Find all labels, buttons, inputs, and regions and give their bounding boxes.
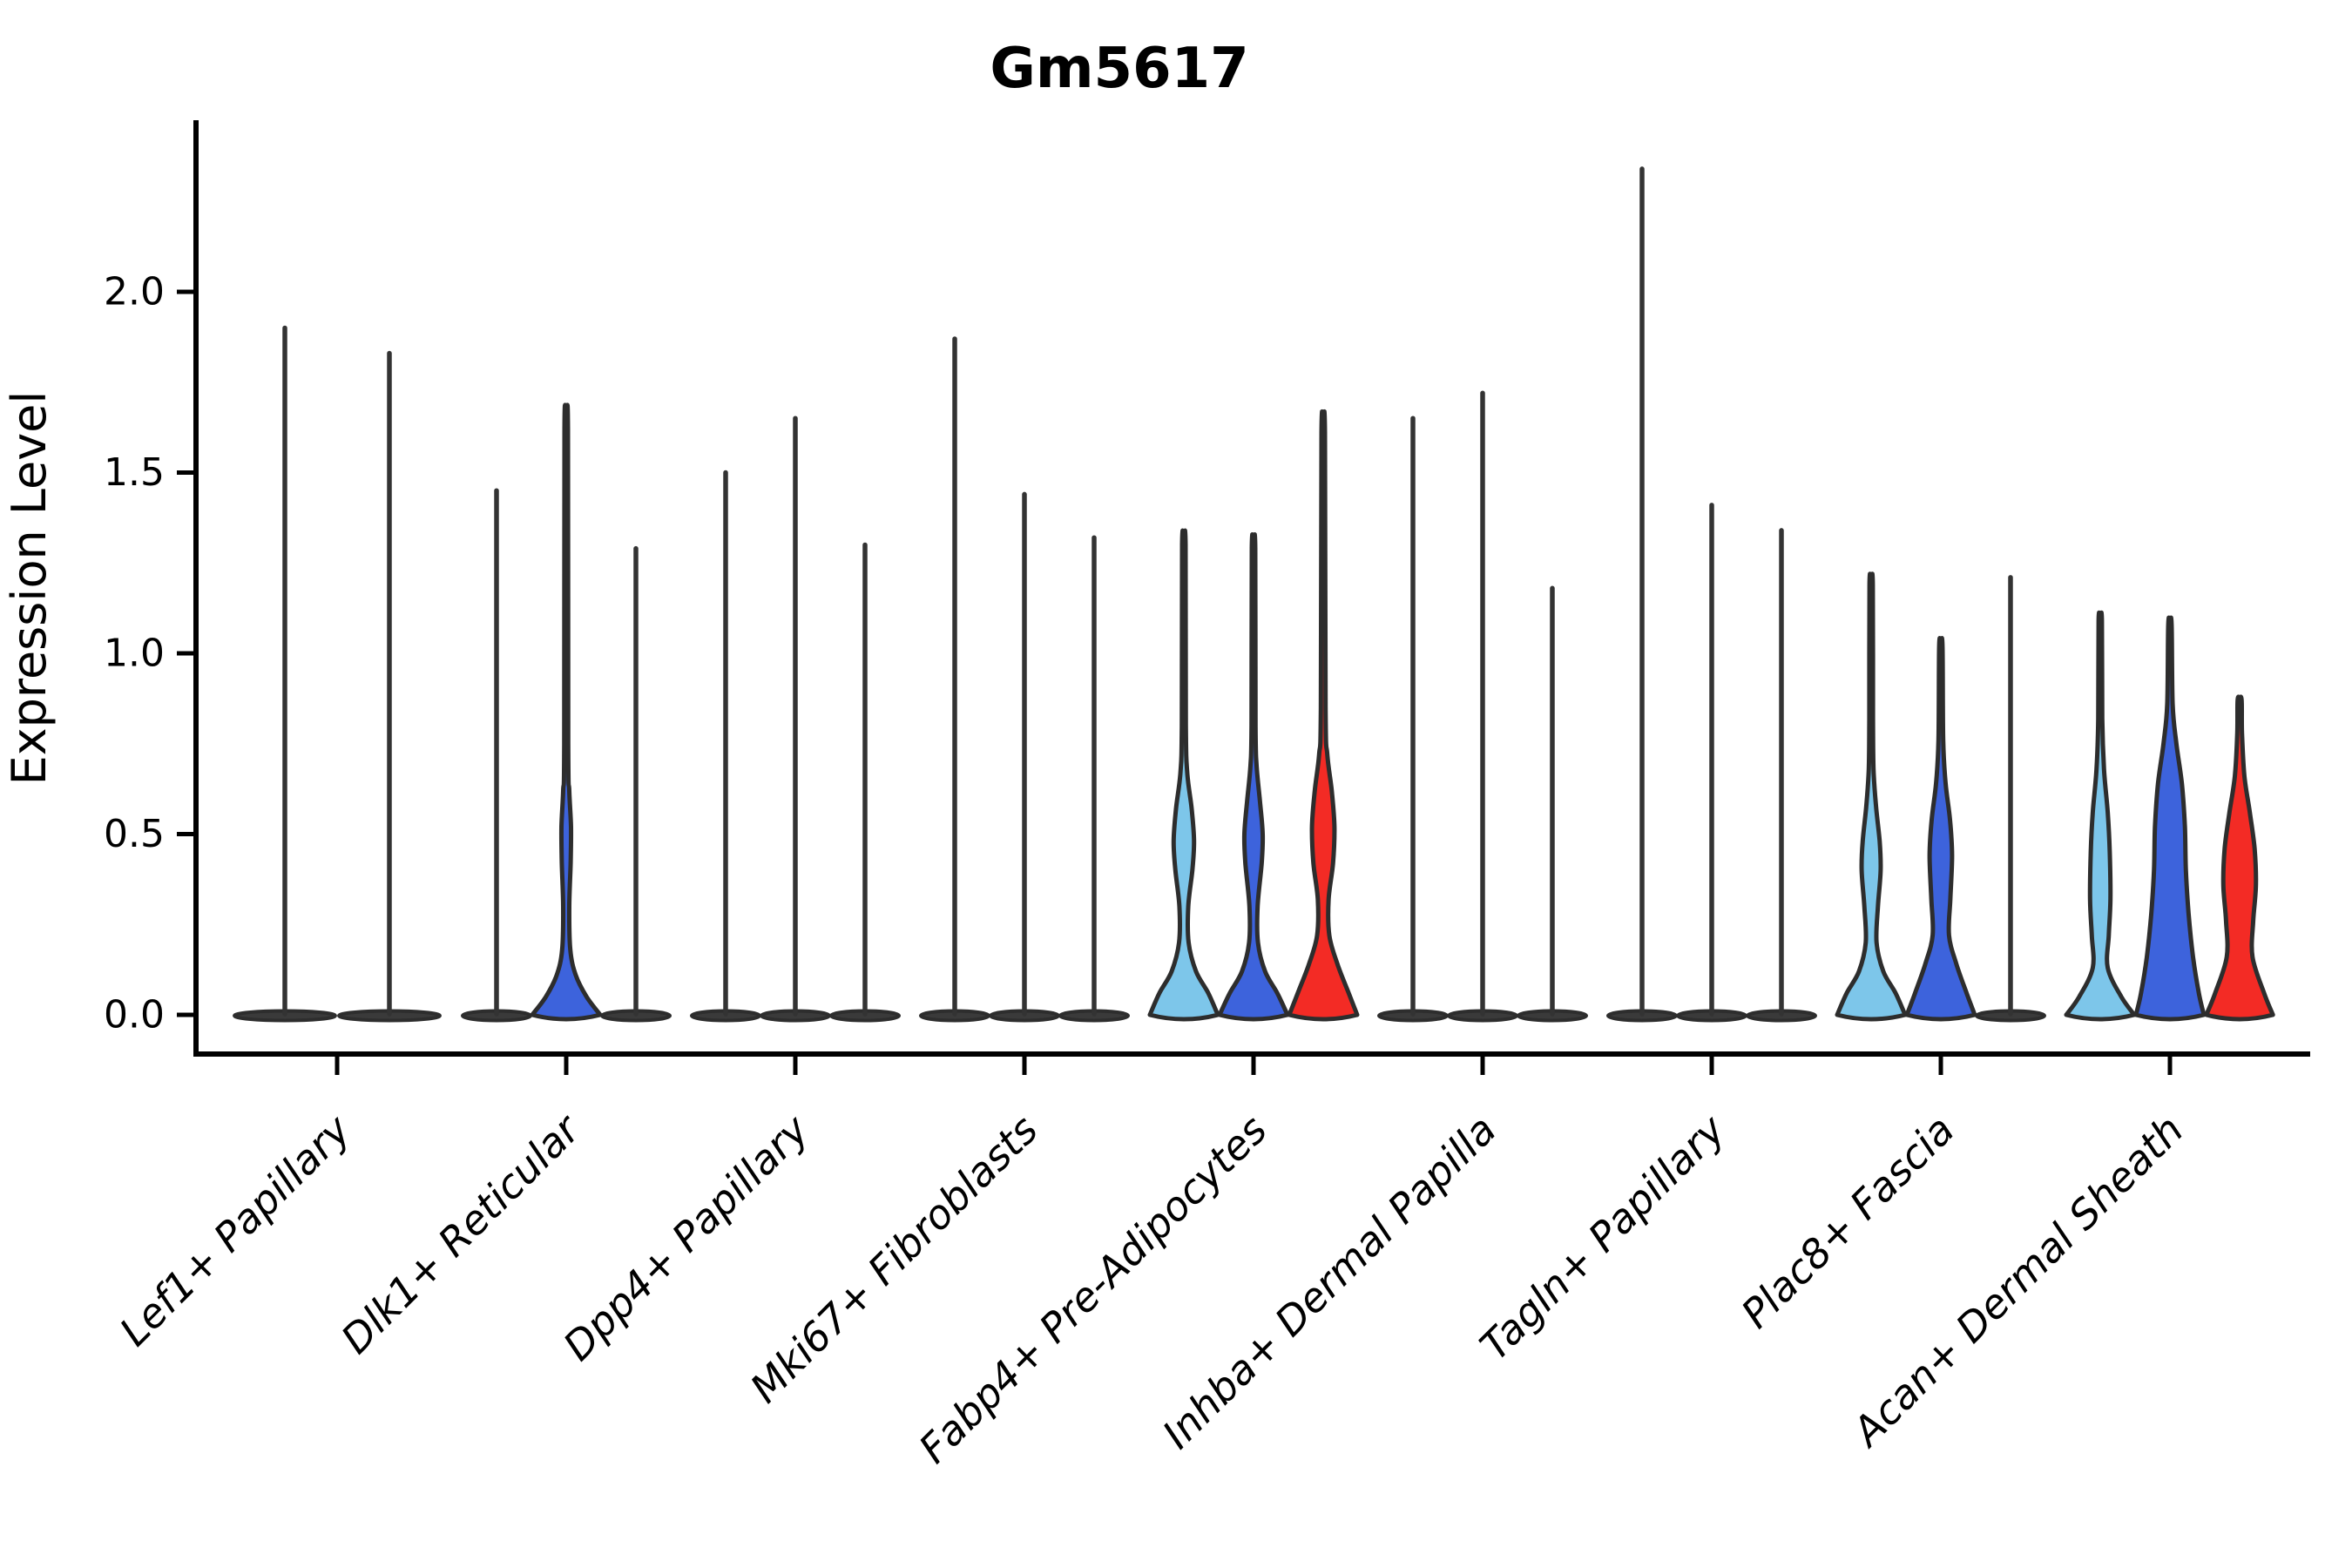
x-tick-label: Dpp4+ Papillary [554,1105,818,1369]
y-tick-label: 0.0 [104,993,165,1037]
violin-body [1287,409,1360,1022]
violin-body [2064,610,2137,1022]
y-tick-label: 1.0 [104,632,165,676]
chart-title: Gm5617 [990,37,1248,101]
violin-body [1217,532,1290,1022]
y-tick-label: 0.5 [104,812,165,856]
violin-body [1835,571,1908,1022]
violin-body [2204,694,2275,1022]
violin-body [1904,636,1977,1022]
violin-body [2133,615,2207,1022]
y-tick-label: 1.5 [104,450,165,495]
y-axis-ticks: 0.0 0.5 1.0 1.5 2.0 [104,270,196,1037]
x-tick-label: Plac8+ Fascia [1732,1106,1963,1337]
x-tick-label: Lef1+ Papillary [111,1105,360,1355]
violins [233,166,2275,1023]
violin-body [530,402,603,1022]
y-axis-label: Expression Level [2,391,57,786]
x-tick-label: Tagln+ Papillary [1470,1105,1734,1369]
violin-body [1147,528,1220,1022]
x-tick-label: Dlk1+ Reticular [332,1104,591,1362]
y-tick-label: 2.0 [104,270,165,314]
